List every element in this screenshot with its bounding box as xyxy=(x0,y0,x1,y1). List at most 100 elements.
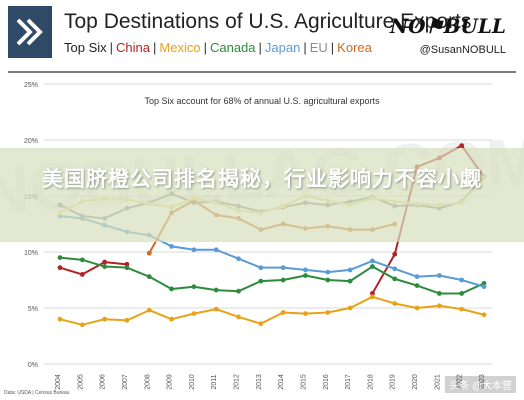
data-point-japan xyxy=(370,258,375,264)
data-point-mexico xyxy=(370,294,375,300)
data-point-canada xyxy=(436,291,442,296)
data-point-canada xyxy=(414,283,420,288)
social-handle: @SusanNOBULL xyxy=(419,44,506,56)
data-point-canada xyxy=(347,278,353,284)
series-line-canada xyxy=(59,256,485,295)
data-point-japan xyxy=(213,247,219,253)
data-point-japan xyxy=(481,284,487,290)
data-point-canada xyxy=(124,265,130,271)
data-point-mexico xyxy=(481,312,487,318)
no-bull-logo-icon xyxy=(8,6,52,58)
data-point-china xyxy=(459,143,465,148)
data-point-mexico xyxy=(191,311,197,316)
data-point-mexico xyxy=(124,317,130,323)
y-tick-label: 0% xyxy=(28,362,38,369)
data-point-japan xyxy=(414,274,420,280)
data-point-canada xyxy=(57,255,63,260)
chart-header-title: Top Destinations of U.S. Agriculture Exp… xyxy=(64,10,472,33)
data-point-mexico xyxy=(79,322,85,328)
data-point-canada xyxy=(102,264,108,269)
data-point-canada xyxy=(303,273,308,278)
data-point-mexico xyxy=(436,303,442,309)
data-point-japan xyxy=(303,267,308,273)
data-point-japan xyxy=(459,277,465,283)
data-point-japan xyxy=(236,256,241,262)
x-tick-label: 2009 xyxy=(167,374,174,390)
data-point-canada xyxy=(280,277,286,283)
x-tick-label: 2011 xyxy=(211,374,218,389)
data-point-mexico xyxy=(258,321,264,327)
x-tick-label: 2007 xyxy=(122,374,129,390)
data-point-mexico xyxy=(236,314,241,320)
series-line-mexico xyxy=(59,295,485,326)
title-banner xyxy=(0,148,524,242)
legend-item-korea: Korea xyxy=(337,40,372,55)
data-point-canada xyxy=(79,257,85,263)
legend-item-canada: Canada xyxy=(209,40,256,55)
data-point-canada xyxy=(481,280,487,286)
data-point-japan xyxy=(258,265,264,271)
data-point-mexico xyxy=(213,306,219,312)
x-tick-label: 2016 xyxy=(323,374,330,390)
series-legend: Top Six | China | Mexico | Canada | Japan | EU | Kor… xyxy=(64,40,372,55)
data-point-mexico xyxy=(57,316,63,322)
data-point-canada xyxy=(236,288,241,294)
x-tick-label: 2006 xyxy=(100,374,107,390)
data-point-canada xyxy=(325,277,331,283)
data-point-mexico xyxy=(303,311,308,316)
x-tick-label: 2005 xyxy=(77,374,84,390)
x-tick-label: 2021 xyxy=(434,374,441,390)
x-tick-label: 2017 xyxy=(345,374,352,390)
x-tick-label: 2010 xyxy=(189,374,196,390)
data-point-canada xyxy=(392,276,398,282)
y-tick-label: 10% xyxy=(24,250,38,257)
data-point-china xyxy=(102,259,108,265)
x-tick-label: 2019 xyxy=(390,374,397,390)
header-divider xyxy=(8,71,516,73)
data-point-mexico xyxy=(169,316,174,322)
x-tick-label: 2013 xyxy=(256,374,263,390)
data-point-canada xyxy=(146,274,152,280)
data-point-canada xyxy=(258,278,264,284)
x-tick-label: 2004 xyxy=(55,374,62,390)
data-point-mexico xyxy=(392,301,398,306)
x-tick-label: 2014 xyxy=(278,374,285,390)
x-tick-label: 2018 xyxy=(367,374,374,390)
legend-item-mexico: Mexico xyxy=(159,40,201,55)
x-axis-ticks: 2004 2005 2006 2007 2008 2009 2010 2011 2012 2013… xyxy=(55,374,486,390)
x-tick-label: 2023 xyxy=(479,374,486,390)
data-point-japan xyxy=(169,244,174,249)
legend-item-china: China xyxy=(116,40,150,55)
data-point-japan xyxy=(325,269,331,275)
x-tick-label: 2008 xyxy=(144,374,151,390)
legend-item-japan: Japan xyxy=(264,40,301,55)
x-tick-label: 2020 xyxy=(412,374,419,390)
data-point-japan xyxy=(347,267,353,273)
data-point-canada xyxy=(191,284,197,290)
data-point-canada xyxy=(370,264,375,269)
data-point-japan xyxy=(191,247,197,253)
x-tick-label: 2015 xyxy=(300,374,307,390)
data-point-china xyxy=(370,291,375,296)
x-tick-label: 2022 xyxy=(457,374,464,390)
data-point-mexico xyxy=(280,310,286,315)
data-point-mexico xyxy=(459,306,465,312)
data-point-mexico xyxy=(325,310,331,315)
brand-logo: NO⚑BULL xyxy=(389,14,506,38)
data-point-mexico xyxy=(146,307,152,313)
data-point-china xyxy=(79,272,85,277)
legend-prefix: Top Six xyxy=(64,40,107,55)
chart-header: Top Destinations of U.S. Agriculture Exp… xyxy=(0,0,524,76)
author-credit: 头条 @大本营 xyxy=(445,376,516,393)
y-tick-label: 20% xyxy=(24,138,38,145)
chart-title: Top Six account for 68% of annual U.S. a… xyxy=(144,96,380,106)
y-tick-label: 25% xyxy=(24,82,38,89)
data-point-china xyxy=(392,251,398,257)
data-point-japan xyxy=(280,265,286,271)
data-point-korea xyxy=(146,250,152,256)
legend-item-eu: EU xyxy=(309,40,328,55)
data-point-china xyxy=(57,265,63,271)
banner-headline: 美国脐橙公司排名揭秘，行业影响力不容小觑 xyxy=(42,167,482,191)
data-point-japan xyxy=(436,273,442,278)
series-line-china xyxy=(59,261,128,276)
